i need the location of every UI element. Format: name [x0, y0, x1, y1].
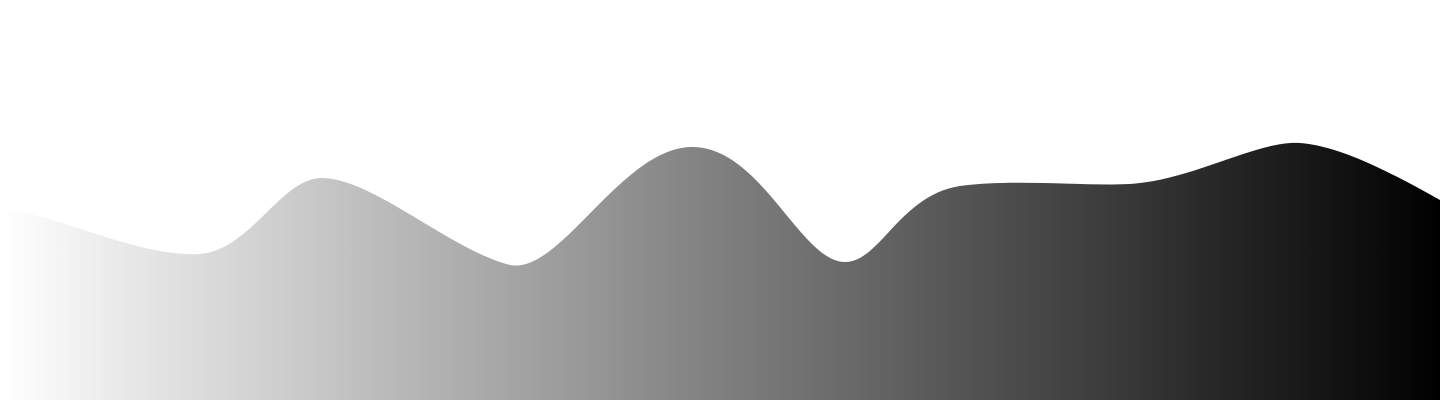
wave-shape	[0, 142, 1440, 400]
